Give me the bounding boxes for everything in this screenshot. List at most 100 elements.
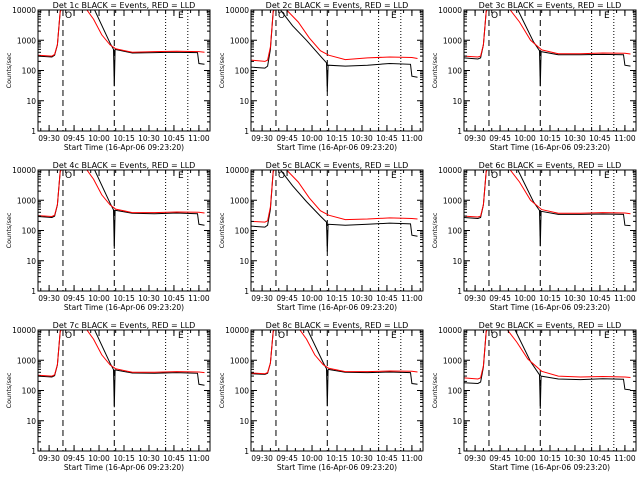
- y-tick-label: 100: [235, 67, 250, 76]
- event-marker-label: O: [65, 171, 72, 181]
- y-tick-label: 10000: [225, 326, 249, 335]
- y-tick-label: 10000: [12, 166, 36, 175]
- y-axis-label: Counts/sec: [218, 372, 226, 408]
- plot-frame: [250, 329, 424, 452]
- x-axis-label: Start Time (16-Apr-06 09:23:20): [490, 143, 610, 152]
- x-tick-label: 10:45: [163, 454, 185, 463]
- y-tick-label: 1: [244, 127, 249, 136]
- event-marker-label: E: [604, 331, 610, 341]
- chart-panel-2: 1 10 100 1000 10000 09:30 09:45 10:00 10:15 10:30…: [218, 1, 424, 152]
- plot-frame: [37, 329, 211, 452]
- event-marker-label: E: [391, 171, 397, 181]
- y-tick-label: 100: [22, 387, 37, 396]
- chart-panel-3: 1 10 100 1000 10000 09:30 09:45 10:00 10:15 10:30…: [431, 1, 637, 152]
- x-axis-label: Start Time (16-Apr-06 09:23:20): [277, 143, 397, 152]
- y-tick-label: 1000: [230, 356, 249, 365]
- y-tick-label: 1: [457, 127, 462, 136]
- event-marker-label: E: [604, 11, 610, 21]
- chart-panel-1: 1 10 100 1000 10000 09:30 09:45 10:00 10:15 10:30…: [5, 1, 211, 152]
- x-axis-label: Start Time (16-Apr-06 09:23:20): [490, 303, 610, 312]
- x-tick-label: 10:30: [564, 294, 586, 303]
- x-tick-label: 10:15: [113, 454, 135, 463]
- x-tick-label: 09:30: [464, 134, 486, 143]
- y-tick-label: 10: [452, 97, 462, 106]
- x-tick-label: 10:45: [589, 454, 611, 463]
- x-tick-label: 10:45: [376, 454, 398, 463]
- y-axis-label: Counts/sec: [5, 372, 13, 408]
- x-axis-label: Start Time (16-Apr-06 09:23:20): [64, 303, 184, 312]
- x-tick-label: 10:45: [589, 134, 611, 143]
- x-tick-label: 10:30: [138, 454, 160, 463]
- x-tick-label: 09:45: [63, 294, 85, 303]
- x-tick-label: 10:15: [539, 134, 561, 143]
- y-tick-label: 1000: [443, 36, 462, 45]
- x-tick-label: 09:45: [276, 134, 298, 143]
- y-tick-label: 100: [235, 227, 250, 236]
- event-marker-label: E: [178, 171, 184, 181]
- y-axis-label: Counts/sec: [431, 212, 439, 248]
- y-tick-label: 1000: [17, 356, 36, 365]
- y-tick-label: 10: [239, 257, 249, 266]
- y-tick-label: 1: [244, 287, 249, 296]
- y-axis-label: Counts/sec: [431, 52, 439, 88]
- x-tick-label: 10:45: [376, 294, 398, 303]
- y-tick-label: 10: [26, 257, 36, 266]
- chart-title: Det 8c BLACK = Events, RED = LLD: [266, 321, 409, 330]
- plot-frame: [37, 169, 211, 292]
- event-marker-label: E: [391, 11, 397, 21]
- series-line-lld: [38, 10, 205, 57]
- y-tick-label: 10000: [12, 326, 36, 335]
- x-tick-label: 11:00: [614, 294, 636, 303]
- x-tick-label: 10:00: [88, 134, 110, 143]
- x-axis-label: Start Time (16-Apr-06 09:23:20): [64, 143, 184, 152]
- y-tick-label: 1000: [443, 196, 462, 205]
- plot-frame: [250, 169, 424, 292]
- series-line-lld: [251, 10, 418, 62]
- chart-panel-8: 1 10 100 1000 10000 09:30 09:45 10:00 10:15 10:30…: [218, 321, 424, 472]
- x-tick-label: 10:00: [88, 294, 110, 303]
- y-tick-label: 100: [448, 387, 463, 396]
- y-tick-label: 10000: [225, 6, 249, 15]
- x-tick-label: 10:30: [351, 454, 373, 463]
- x-tick-label: 10:15: [113, 134, 135, 143]
- chart-title: Det 1c BLACK = Events, RED = LLD: [53, 1, 196, 10]
- x-tick-label: 09:30: [38, 294, 60, 303]
- y-axis-label: Counts/sec: [5, 212, 13, 248]
- y-tick-label: 1000: [17, 36, 36, 45]
- y-tick-label: 1: [31, 287, 36, 296]
- y-tick-label: 1: [31, 447, 36, 456]
- chart-title: Det 5c BLACK = Events, RED = LLD: [266, 161, 409, 170]
- y-tick-label: 10000: [438, 326, 462, 335]
- x-tick-label: 11:00: [401, 454, 423, 463]
- x-tick-label: 10:00: [88, 454, 110, 463]
- series-line-lld: [464, 170, 631, 218]
- x-tick-label: 10:15: [326, 134, 348, 143]
- x-tick-label: 10:45: [589, 294, 611, 303]
- series-line-lld: [251, 170, 418, 223]
- y-axis-label: Counts/sec: [431, 372, 439, 408]
- x-tick-label: 11:00: [401, 134, 423, 143]
- y-tick-label: 10000: [12, 6, 36, 15]
- x-tick-label: 11:00: [188, 294, 210, 303]
- chart-panel-5: 1 10 100 1000 10000 09:30 09:45 10:00 10:15 10:30…: [218, 161, 424, 312]
- event-marker-label: E: [178, 331, 184, 341]
- y-tick-label: 100: [448, 67, 463, 76]
- series-line-lld: [464, 10, 631, 58]
- x-tick-label: 10:45: [163, 134, 185, 143]
- y-tick-label: 10: [26, 417, 36, 426]
- x-tick-label: 10:15: [539, 294, 561, 303]
- y-tick-label: 100: [448, 227, 463, 236]
- x-tick-label: 10:00: [301, 294, 323, 303]
- y-axis-label: Counts/sec: [218, 212, 226, 248]
- plot-frame: [250, 9, 424, 132]
- x-axis-label: Start Time (16-Apr-06 09:23:20): [490, 463, 610, 472]
- plot-frame: [37, 9, 211, 132]
- y-tick-label: 10000: [438, 6, 462, 15]
- y-tick-label: 100: [22, 227, 37, 236]
- y-tick-label: 1: [31, 127, 36, 136]
- chart-title: Det 9c BLACK = Events, RED = LLD: [479, 321, 622, 330]
- x-tick-label: 10:45: [376, 134, 398, 143]
- series-line-lld: [38, 170, 205, 218]
